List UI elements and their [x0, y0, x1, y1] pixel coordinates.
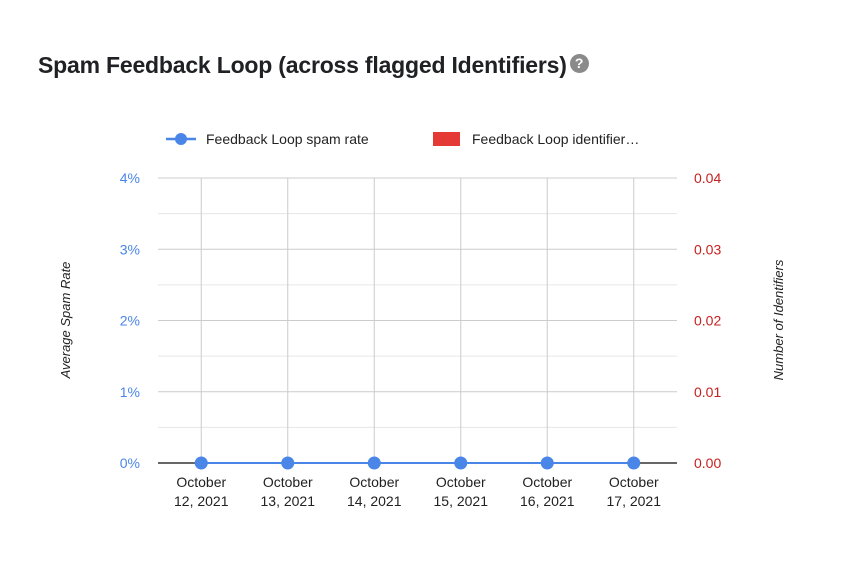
x-tick-label: October 13, 2021	[261, 474, 316, 509]
spam-rate-point[interactable]	[627, 456, 641, 470]
x-tick-label: October 14, 2021	[347, 474, 402, 509]
right-tick-label: 0.04	[694, 170, 721, 186]
legend-bar-marker	[433, 132, 460, 146]
x-tick-label: October 17, 2021	[607, 474, 662, 509]
legend-label-identifiers: Feedback Loop identifier…	[472, 131, 639, 147]
title-row: Spam Feedback Loop (across flagged Ident…	[38, 52, 589, 79]
series-layer	[194, 456, 641, 470]
chart-title: Spam Feedback Loop (across flagged Ident…	[38, 52, 567, 78]
left-tick-label: 2%	[120, 313, 140, 329]
question-mark-icon[interactable]: ?	[569, 54, 589, 73]
left-tick-label: 1%	[120, 384, 140, 400]
right-tick-label: 0.03	[694, 241, 721, 257]
legend-label-spam-rate: Feedback Loop spam rate	[206, 131, 369, 147]
x-tick-label: October 15, 2021	[434, 474, 489, 509]
x-tick-label: October 16, 2021	[520, 474, 575, 509]
legend-point-marker	[175, 133, 187, 145]
left-tick-label: 0%	[120, 455, 140, 471]
legend-item-spam-rate[interactable]: Feedback Loop spam rate	[166, 131, 369, 147]
spam-rate-point[interactable]	[454, 456, 468, 470]
right-axis-ticks: 0.00 0.01 0.02 0.03 0.04	[694, 170, 721, 471]
left-tick-label: 4%	[120, 170, 140, 186]
x-axis-ticks: October 12, 2021 October 13, 2021 October 14,…	[174, 474, 661, 509]
right-tick-label: 0.00	[694, 455, 721, 471]
left-axis-ticks: 0% 1% 2% 3% 4%	[120, 170, 140, 471]
spam-rate-point[interactable]	[194, 456, 208, 470]
x-tick-label: October 12, 2021	[174, 474, 229, 509]
left-axis-title: Average Spam Rate	[58, 262, 73, 380]
spam-rate-point[interactable]	[540, 456, 554, 470]
legend: Feedback Loop spam rate Feedback Loop id…	[166, 131, 639, 147]
right-tick-label: 0.01	[694, 384, 721, 400]
right-axis-title: Number of Identifiers	[771, 259, 786, 380]
spam-rate-point[interactable]	[367, 456, 381, 470]
grid-lines	[158, 177, 677, 463]
left-tick-label: 3%	[120, 241, 140, 257]
legend-item-identifiers[interactable]: Feedback Loop identifier…	[433, 131, 639, 147]
right-tick-label: 0.02	[694, 313, 721, 329]
spam-rate-point[interactable]	[281, 456, 295, 470]
